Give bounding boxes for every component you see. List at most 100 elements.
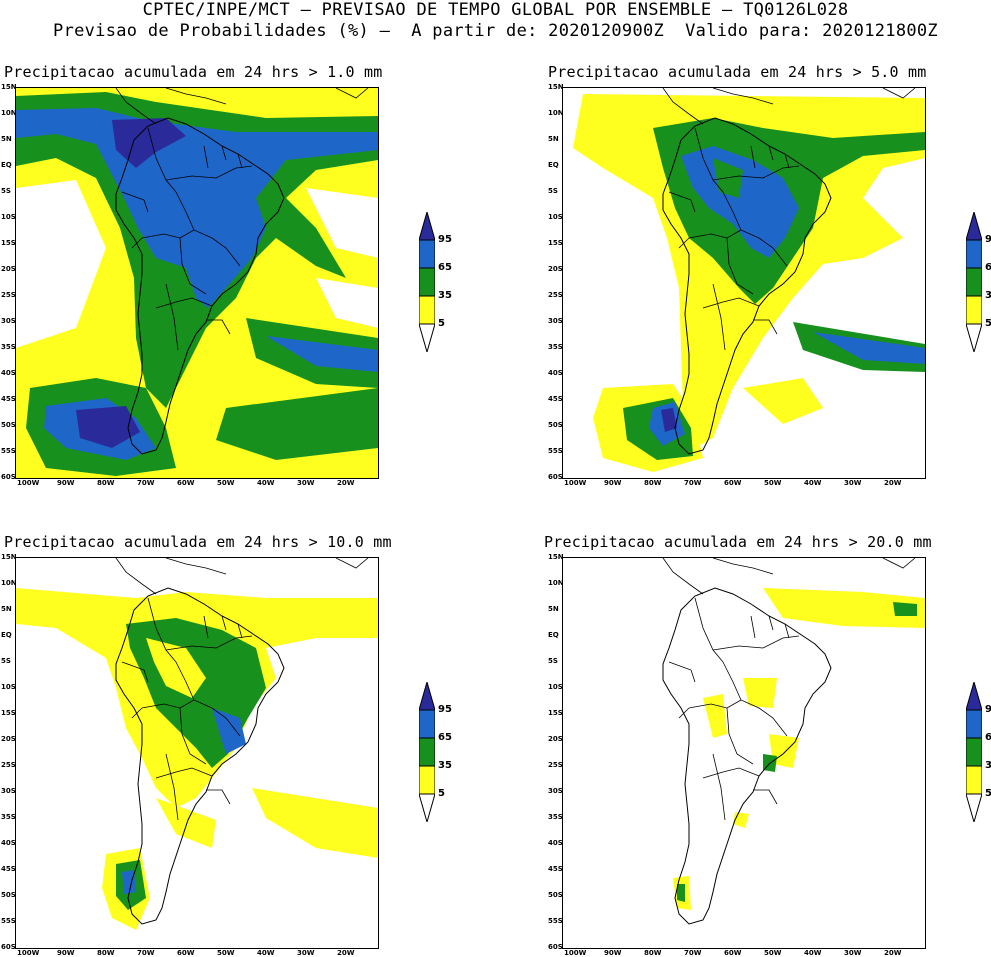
lat-tick-label: 60S [548, 473, 563, 481]
colorbar-segment [419, 239, 435, 269]
country-border [722, 191, 788, 267]
lat-tick-label: EQ [548, 161, 559, 169]
lat-tick-label: 40S [1, 369, 16, 377]
central-america-coast [115, 88, 369, 125]
lat-tick-label: 35S [548, 813, 563, 821]
lat-tick-label: 15N [1, 83, 17, 91]
lat-tick-label: 55S [548, 917, 563, 925]
lat-tick-label: 50S [1, 891, 16, 899]
coastline [662, 117, 832, 455]
lat-tick-label: 15N [1, 553, 17, 561]
country-border [726, 707, 754, 765]
lat-tick-label: 20S [548, 735, 563, 743]
country-border [221, 615, 227, 631]
colorbar-p2: 95 65 35 5 [966, 212, 991, 352]
colorbar-label: 35 [985, 290, 991, 301]
country-border [155, 767, 213, 779]
lat-tick-label: 35S [548, 343, 563, 351]
lat-tick-label: 45S [548, 865, 563, 873]
country-border [237, 153, 243, 169]
colorbar-segment [966, 295, 982, 325]
panel-title-p2: Precipitacao acumulada em 24 hrs > 5.0 m… [548, 63, 927, 81]
country-border [694, 597, 724, 663]
lon-tick-label: 70W [137, 479, 155, 487]
central-america-coast [662, 88, 916, 125]
country-border [768, 145, 774, 161]
lon-tick-label: 40W [257, 479, 275, 487]
colorbar-segment [966, 737, 982, 767]
lon-tick-label: 90W [57, 949, 75, 957]
lat-tick-label: 10N [1, 579, 17, 587]
country-border [750, 615, 756, 639]
lat-tick-label: 45S [548, 395, 563, 403]
country-border [175, 191, 241, 267]
country-border [712, 283, 726, 351]
colorbar-label: 65 [438, 732, 452, 743]
colorbar-segment [419, 267, 435, 297]
lat-tick-label: 55S [1, 917, 16, 925]
country-border [179, 237, 207, 295]
country-border [203, 615, 209, 639]
colorbar-segment [966, 239, 982, 269]
lat-tick-label: 5S [548, 657, 558, 665]
lat-tick-label: 15S [1, 239, 16, 247]
country-border [141, 229, 195, 239]
lon-tick-label: 20W [337, 949, 355, 957]
colorbar-label: 65 [985, 732, 991, 743]
country-border [121, 191, 149, 213]
colorbar-segment [419, 323, 435, 352]
coastline [115, 117, 285, 455]
country-border [712, 635, 800, 651]
lon-tick-label: 90W [604, 949, 622, 957]
country-border [221, 145, 227, 161]
lon-tick-label: 40W [804, 479, 822, 487]
colorbar-label: 95 [438, 234, 452, 245]
lon-tick-label: 70W [684, 949, 702, 957]
colorbar-segment [966, 765, 982, 795]
lat-tick-label: 15N [548, 83, 564, 91]
lat-tick-label: EQ [1, 161, 12, 169]
lon-tick-label: 70W [684, 479, 702, 487]
lat-tick-label: 5N [548, 605, 559, 613]
lon-tick-label: 100W [564, 479, 587, 487]
country-border [131, 707, 143, 719]
lat-tick-label: 45S [1, 395, 16, 403]
country-border [712, 165, 800, 181]
lat-tick-label: 30S [1, 787, 16, 795]
lon-tick-label: 30W [844, 949, 862, 957]
lat-tick-label: 60S [1, 473, 16, 481]
country-border [121, 661, 149, 683]
central-america-coast [115, 558, 369, 595]
country-border [694, 127, 724, 193]
colorbar-segment [966, 793, 982, 822]
lat-tick-label: 15S [548, 709, 563, 717]
country-border [165, 635, 253, 651]
colorbar-label: 5 [438, 318, 445, 329]
lon-tick-label: 80W [644, 949, 662, 957]
country-border [668, 191, 696, 213]
colorbar-label: 65 [985, 262, 991, 273]
lon-tick-label: 20W [884, 479, 902, 487]
colorbar-segment [419, 737, 435, 767]
lat-tick-label: 10N [548, 579, 564, 587]
lat-tick-label: 5N [1, 135, 12, 143]
lat-tick-label: 5S [1, 187, 11, 195]
colorbar-label: 95 [985, 704, 991, 715]
country-border [750, 145, 756, 169]
lat-tick-label: 10N [1, 109, 17, 117]
colorbar-segment [419, 709, 435, 739]
colorbar-segment [419, 295, 435, 325]
lat-tick-label: EQ [548, 631, 559, 639]
colorbar-label: 5 [985, 318, 991, 329]
country-border [165, 165, 253, 181]
lat-tick-label: 25S [548, 761, 563, 769]
country-border [712, 753, 726, 821]
lat-tick-label: 25S [548, 291, 563, 299]
lat-tick-label: 30S [548, 317, 563, 325]
coastline [115, 587, 285, 925]
lat-tick-label: 40S [548, 369, 563, 377]
lat-tick-label: 10S [1, 683, 16, 691]
colorbar-label: 95 [985, 234, 991, 245]
country-border [179, 707, 207, 765]
lat-tick-label: 30S [1, 317, 16, 325]
